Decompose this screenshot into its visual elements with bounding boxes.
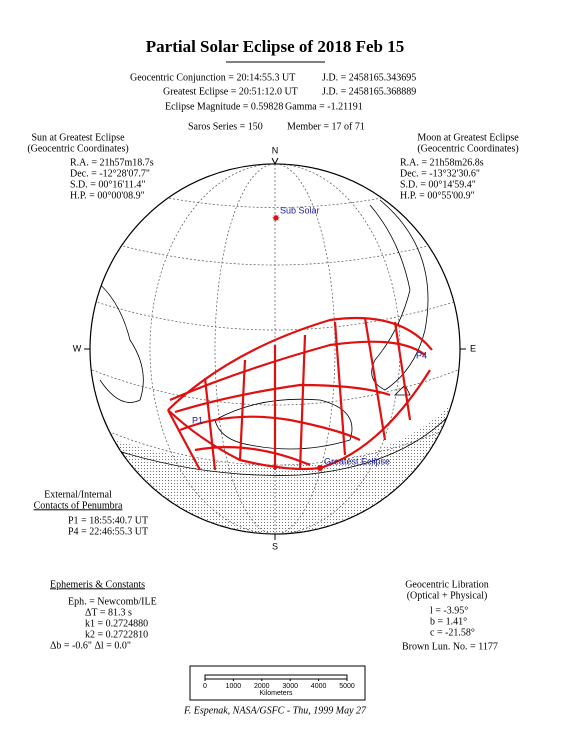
info-line: H.P. = 00°55'00.9"	[400, 190, 475, 201]
info-line: Δb = -0.6" Δl = 0.0"	[50, 640, 131, 651]
sub-solar-mark: ✸	[272, 213, 280, 224]
member: Member = 17 of 71	[287, 121, 365, 132]
scale-tick-label: 4000	[311, 683, 327, 690]
magnitude: Eclipse Magnitude = 0.59828	[165, 101, 283, 112]
info-line: k2 = 0.2722810	[85, 629, 148, 640]
south-label: S	[272, 541, 278, 551]
moon-subheading: (Geocentric Coordinates)	[417, 143, 518, 154]
scale-tick-label: 5000	[339, 683, 355, 690]
info-line: R.A. = 21h57m18.7s	[70, 157, 154, 168]
info-line: P1 = 18:55:40.7 UT	[68, 515, 148, 526]
gamma: Gamma = -1.21191	[285, 101, 363, 112]
libration-lines: l = -3.95°b = 1.41°c = -21.58°	[430, 605, 475, 638]
scale-box	[189, 665, 366, 701]
west-label: W	[73, 343, 82, 353]
info-line: l = -3.95°	[430, 605, 468, 616]
east-label: E	[470, 343, 476, 353]
title: Partial Solar Eclipse of 2018 Feb 15	[146, 37, 404, 56]
info-line: H.P. = 00°00'08.9"	[70, 190, 145, 201]
scale-unit: Kilometers	[259, 690, 293, 697]
info-line: S.D. = 00°14'59.4"	[400, 179, 476, 190]
scale-tick-label: 1000	[226, 683, 242, 690]
info-line: Dec. = -13°32'30.6"	[400, 168, 480, 179]
greatest-eclipse-label: Greatest Eclipse	[324, 456, 390, 466]
info-line: P4 = 22:46:55.3 UT	[68, 526, 148, 537]
greatest: Greatest Eclipse = 20:51:12.0 UT	[163, 86, 298, 97]
brown-lunation: Brown Lun. No. = 1177	[402, 641, 498, 652]
info-line: Dec. = -12°28'07.7"	[70, 168, 150, 179]
conjunction: Geocentric Conjunction = 20:14:55.3 UT	[130, 72, 295, 83]
info-line: ΔT = 81.3 s	[85, 607, 132, 618]
footer: F. Espenak, NASA/GSFC - Thu, 1999 May 27	[183, 705, 367, 716]
sun-subheading: (Geocentric Coordinates)	[27, 143, 128, 154]
info-line: k1 = 0.2724880	[85, 618, 148, 629]
scale-tick-label: 2000	[254, 683, 270, 690]
contacts-heading: External/Internal	[44, 489, 112, 500]
info-line: Eph. = Newcomb/ILE	[68, 596, 157, 607]
contacts-subheading: Contacts of Penumbra	[34, 500, 123, 511]
info-line: S.D. = 00°16'11.4"	[70, 179, 145, 190]
p1-label: P1	[192, 415, 203, 425]
info-line: c = -21.58°	[430, 627, 475, 638]
info-line: b = 1.41°	[430, 616, 467, 627]
scale-bar	[204, 674, 348, 680]
north-label: N	[272, 145, 279, 155]
ephemeris-heading: Ephemeris & Constants	[50, 579, 145, 590]
saros: Saros Series = 150	[188, 121, 263, 132]
moon-heading: Moon at Greatest Eclipse	[417, 132, 519, 143]
sub-solar-label: Sub Solar	[280, 205, 320, 215]
libration-subheading: (Optical + Physical)	[407, 590, 488, 601]
p4-label: P4	[416, 350, 427, 360]
scale-tick-label: 0	[203, 683, 207, 690]
info-line: R.A. = 21h58m26.8s	[400, 157, 484, 168]
greatest-jd: J.D. = 2458165.368889	[322, 86, 416, 97]
scale-tick-label: 3000	[282, 683, 298, 690]
scale-ticks: 0 1000 2000 3000 4000 5000	[203, 679, 355, 690]
libration-heading: Geocentric Libration	[405, 579, 489, 590]
conjunction-jd: J.D. = 2458165.343695	[322, 72, 416, 83]
sun-heading: Sun at Greatest Eclipse	[31, 132, 125, 143]
